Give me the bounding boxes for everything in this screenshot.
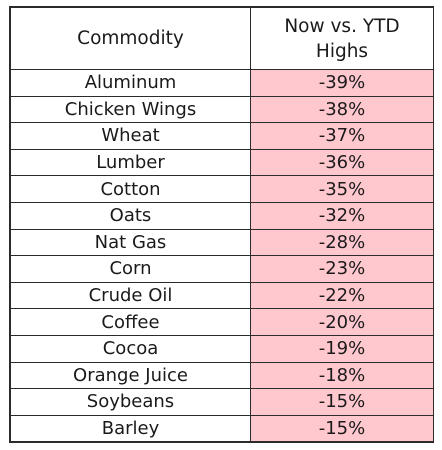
table-row: Barley -15% [10, 414, 434, 443]
table-row: Crude Oil -22% [10, 281, 434, 310]
commodity-cell: Corn [10, 255, 251, 283]
table-row: Chicken Wings -38% [10, 95, 434, 124]
commodity-cell: Lumber [10, 148, 251, 177]
table-row: Nat Gas -28% [10, 228, 434, 257]
commodity-cell: Soybeans [10, 388, 251, 416]
change-cell: -36% [250, 148, 434, 177]
change-cell: -28% [250, 228, 434, 257]
commodity-column-header: Commodity [10, 7, 251, 70]
table-row: Coffee -20% [10, 308, 434, 336]
change-cell: -23% [250, 255, 434, 283]
table-row: Wheat -37% [10, 122, 434, 150]
commodity-cell: Nat Gas [10, 228, 251, 257]
change-cell: -19% [250, 334, 434, 363]
table-row: Orange Juice -18% [10, 361, 434, 390]
table-row: Corn -23% [10, 255, 434, 283]
change-header-line-2: Highs [315, 40, 369, 62]
commodity-cell: Wheat [10, 122, 251, 150]
table-row: Cotton -35% [10, 175, 434, 203]
change-cell: -15% [250, 388, 434, 416]
change-cell: -39% [250, 69, 434, 97]
commodity-cell: Chicken Wings [10, 95, 251, 124]
commodity-cell: Orange Juice [10, 361, 251, 390]
table-body: Aluminum -39% Chicken Wings -38% Wheat -37% Lu… [10, 69, 434, 443]
commodity-cell: Aluminum [10, 69, 251, 97]
commodity-cell: Oats [10, 201, 251, 230]
change-column-header: Now vs. YTD Highs [250, 7, 434, 70]
table-row: Cocoa -19% [10, 334, 434, 363]
change-cell: -18% [250, 361, 434, 390]
change-cell: -32% [250, 201, 434, 230]
commodity-cell: Barley [10, 414, 251, 443]
table-header: Commodity Now vs. YTD Highs [10, 7, 434, 70]
table-row: Lumber -36% [10, 148, 434, 177]
commodity-cell: Cocoa [10, 334, 251, 363]
table-row: Oats -32% [10, 201, 434, 230]
change-cell: -22% [250, 281, 434, 310]
commodity-cell: Cotton [10, 175, 251, 203]
commodity-table: Commodity Now vs. YTD Highs Aluminum -39%… [9, 6, 434, 444]
commodity-cell: Coffee [10, 308, 251, 336]
header-row: Commodity Now vs. YTD Highs [10, 7, 434, 70]
change-header-line-1: Now vs. YTD [284, 15, 400, 37]
change-cell: -38% [250, 95, 434, 124]
change-cell: -37% [250, 122, 434, 150]
commodity-cell: Crude Oil [10, 281, 251, 310]
table-row: Soybeans -15% [10, 388, 434, 416]
commodity-grid: Commodity Now vs. YTD Highs Aluminum -39%… [10, 7, 434, 443]
table-row: Aluminum -39% [10, 69, 434, 97]
change-cell: -20% [250, 308, 434, 336]
change-cell: -35% [250, 175, 434, 203]
change-cell: -15% [250, 414, 434, 443]
